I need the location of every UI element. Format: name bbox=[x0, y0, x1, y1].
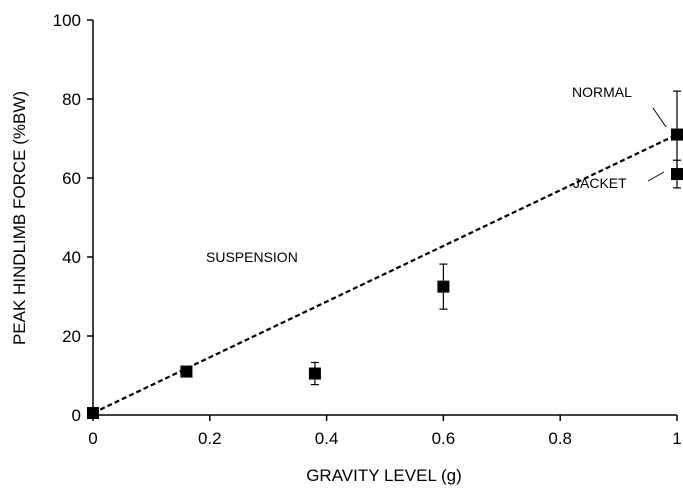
data-point bbox=[671, 128, 683, 141]
y-tick-label: 20 bbox=[62, 327, 81, 346]
y-tick-label: 40 bbox=[62, 248, 81, 267]
y-tick-label: 100 bbox=[53, 11, 81, 30]
y-tick-label: 0 bbox=[72, 406, 81, 425]
x-tick-label: 0.6 bbox=[432, 429, 456, 448]
x-axis-title: GRAVITY LEVEL (g) bbox=[306, 466, 462, 485]
axes bbox=[92, 20, 677, 416]
data-points bbox=[87, 128, 683, 420]
data-point bbox=[180, 365, 193, 378]
annotation-jacket: JACKET bbox=[573, 175, 627, 191]
data-point bbox=[308, 367, 321, 380]
x-tick-label: 0 bbox=[88, 429, 97, 448]
x-tick-label: 0.2 bbox=[198, 429, 222, 448]
y-tick-label: 80 bbox=[62, 90, 81, 109]
data-point bbox=[87, 407, 99, 420]
annotation-normal: NORMAL bbox=[572, 84, 632, 100]
error-bars bbox=[182, 90, 681, 386]
x-tick-label: 0.8 bbox=[548, 429, 572, 448]
y-axis-title: PEAK HINDLIMB FORCE (%BW) bbox=[10, 91, 29, 345]
ticks: 0 0.2 0.4 0.6 0.8 1 0 20 40 60 80 100 bbox=[53, 11, 682, 448]
annotations: SUSPENSION NORMAL JACKET bbox=[206, 84, 667, 265]
normal-leader-line bbox=[652, 107, 667, 128]
annotation-suspension: SUSPENSION bbox=[206, 249, 298, 265]
x-tick-label: 1 bbox=[672, 429, 681, 448]
data-point bbox=[437, 280, 450, 293]
y-tick-label: 60 bbox=[62, 169, 81, 188]
jacket-leader-line bbox=[647, 171, 665, 182]
data-point bbox=[671, 168, 683, 181]
x-tick-label: 0.4 bbox=[315, 429, 339, 448]
